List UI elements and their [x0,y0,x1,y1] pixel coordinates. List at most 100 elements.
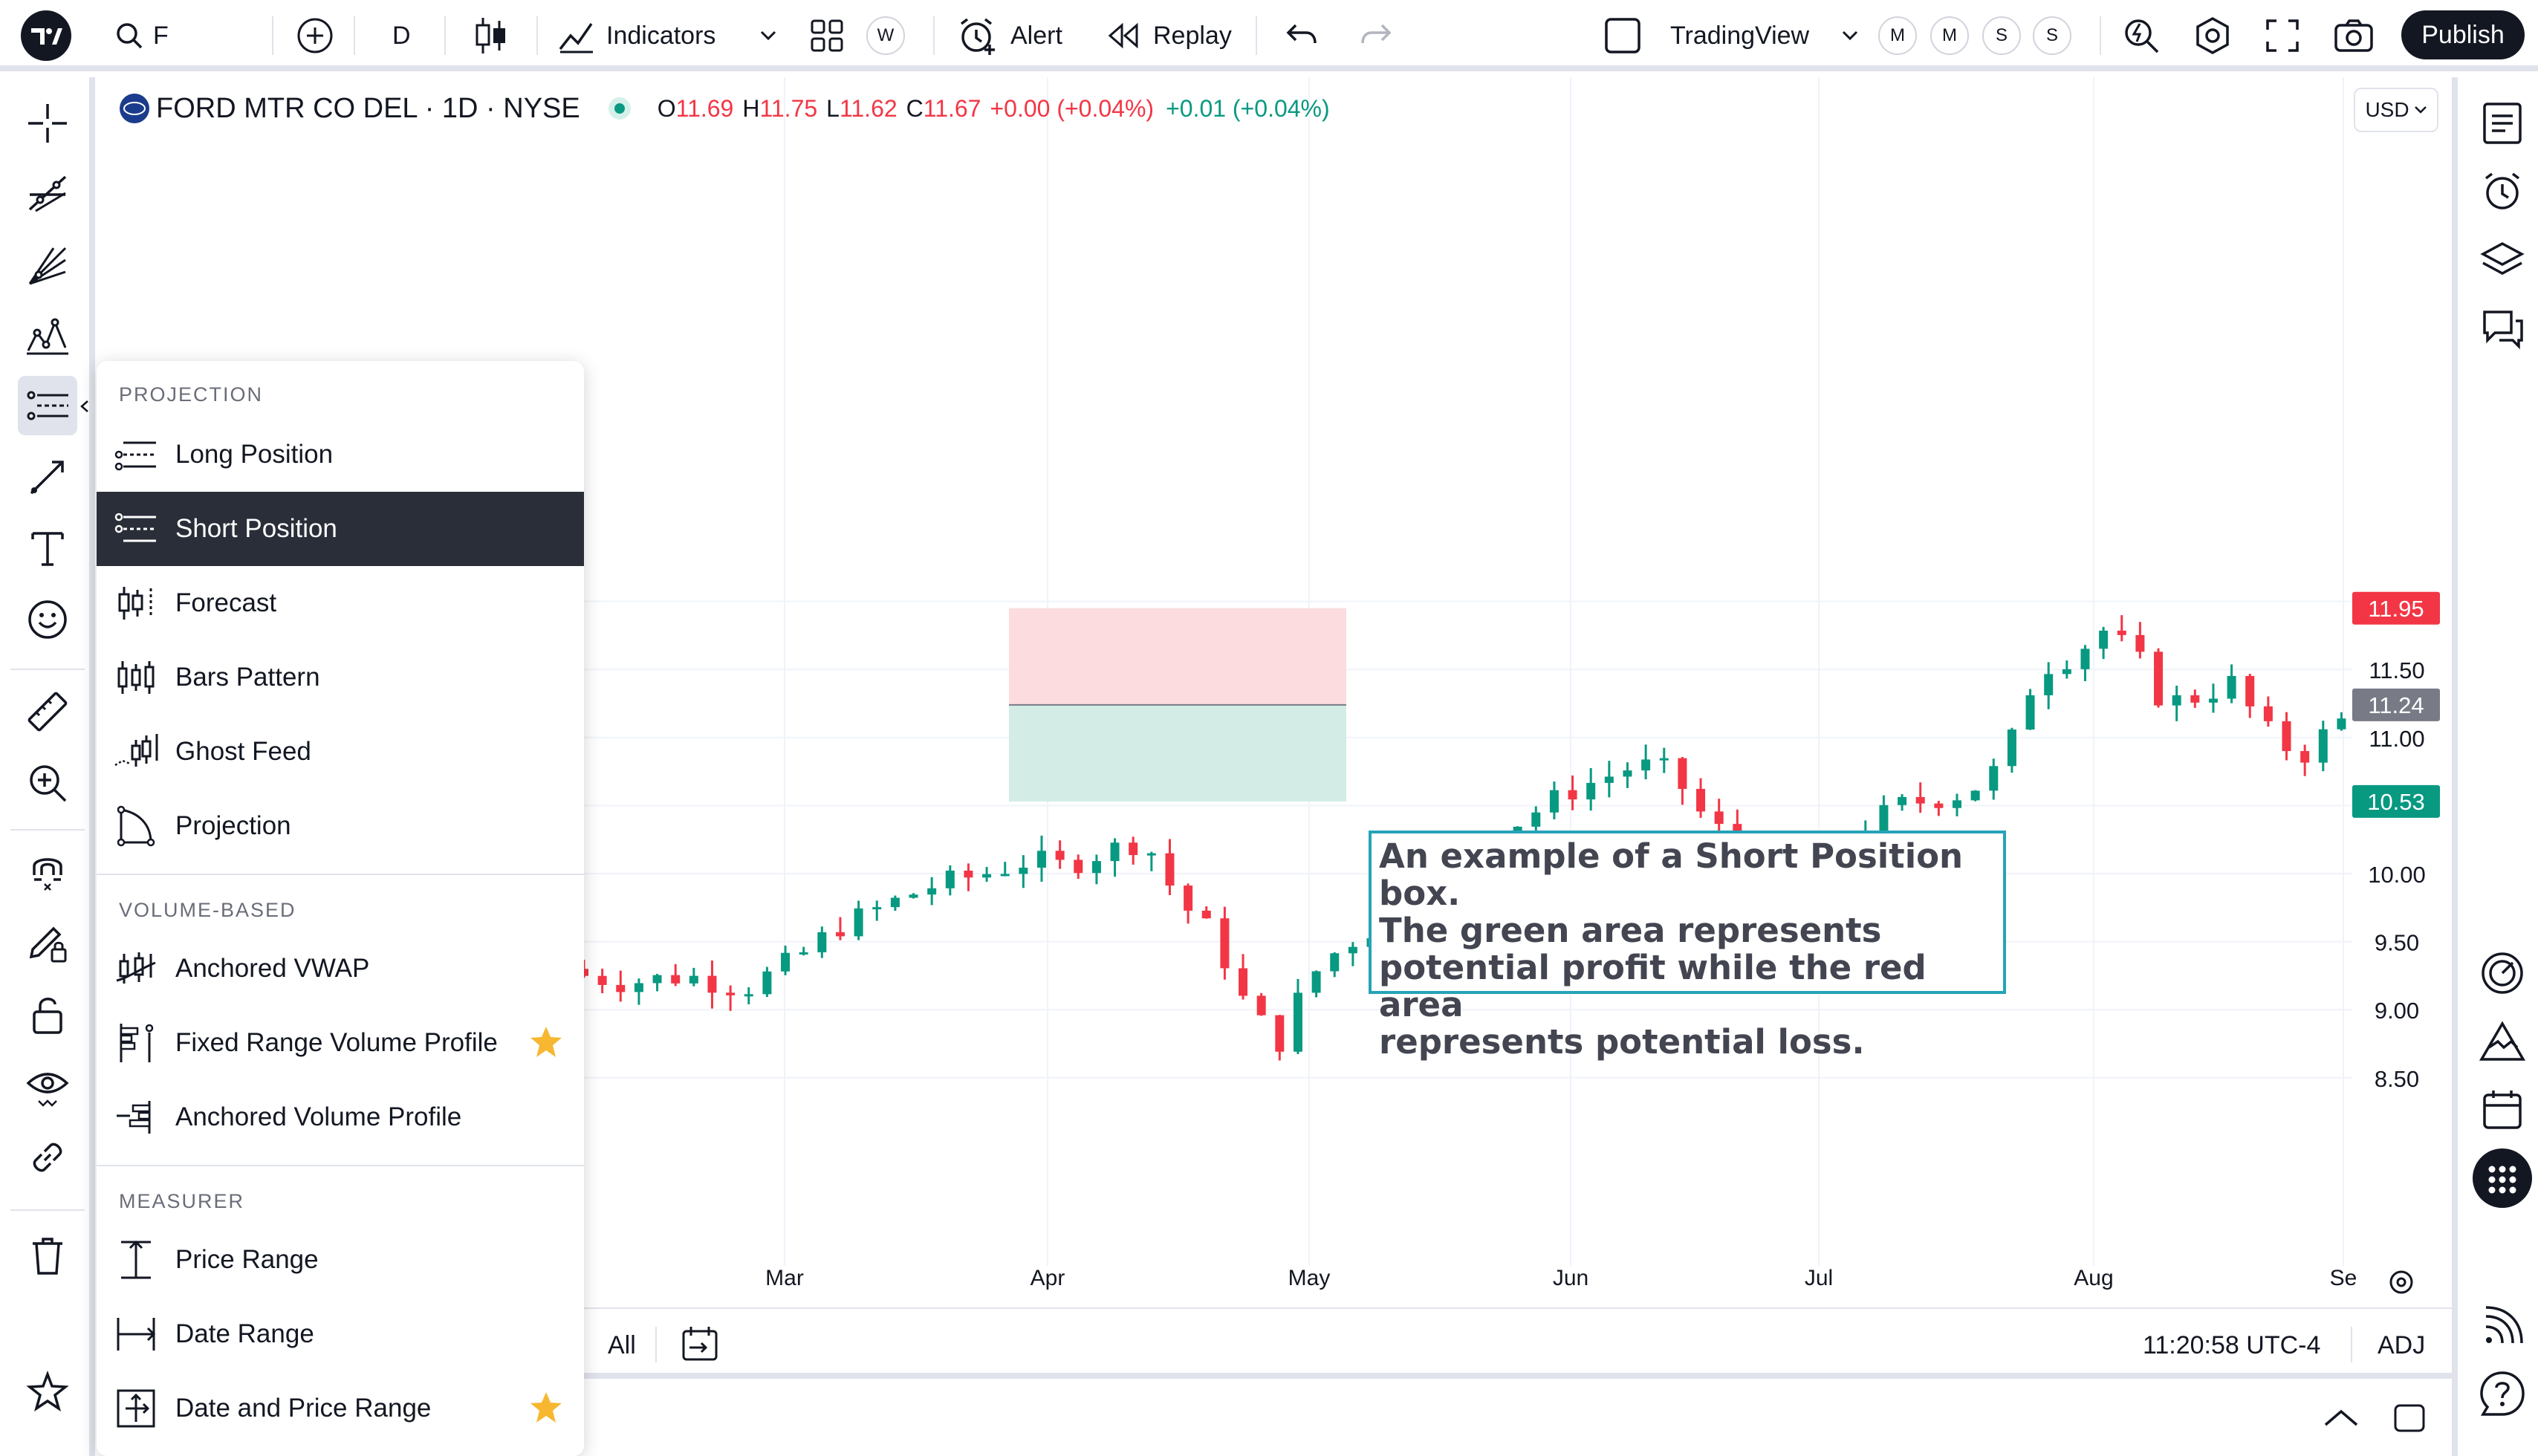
menu-item-projection[interactable]: Projection [97,789,584,863]
badge-1[interactable]: M [1878,0,1917,71]
goto-date-icon[interactable] [679,1324,721,1365]
price-axis-tick: 11.50 [2369,657,2424,683]
symbol-title[interactable]: FORD MTR CO DEL · 1D · NYSE [156,92,580,124]
menu-item-anchored-volume-profile[interactable]: Anchored Volume Profile [97,1080,584,1154]
anchored-volume-profile-icon [117,1101,151,1134]
undo-button[interactable] [1285,0,1318,71]
price-label-box [2352,688,2440,721]
trend-line-tool[interactable] [18,165,77,224]
time-axis-tick: May [1288,1266,1331,1290]
layout-name[interactable]: TradingView [1670,0,1809,71]
fullscreen-button[interactable] [2265,0,2300,71]
replay-button[interactable]: Replay [1106,0,1232,71]
candle-body [1055,851,1065,860]
patterns-icon [27,318,68,355]
menu-item-label: Date and Price Range [175,1394,432,1423]
menu-item-long-position[interactable]: Long Position [97,417,584,492]
calendar-button[interactable] [2471,1079,2534,1141]
candle-body [1623,770,1632,777]
indicators-dropdown[interactable] [759,0,777,71]
candle-body [726,992,736,995]
range-all-button[interactable]: All [608,1331,636,1359]
market-status-icon[interactable] [607,96,632,121]
forecast-icon [118,587,152,620]
snapshot-button[interactable] [2333,0,2375,71]
redo-button[interactable] [1360,0,1392,71]
candle-body [2080,649,2090,669]
alerts-button[interactable] [2471,160,2534,223]
clock-timezone[interactable]: 11:20:58 UTC-4 [2143,1331,2321,1359]
candle-body [2135,634,2145,652]
projection-icon [117,805,155,847]
settings-button[interactable] [2193,0,2232,71]
help-button[interactable] [2471,1362,2534,1425]
candle-body [2208,698,2218,703]
object-tree-button[interactable] [2471,229,2534,291]
ideas-button[interactable] [2471,1010,2534,1073]
projection-tools[interactable] [18,376,77,435]
symbol-search-value: F [153,21,169,50]
menu-item-bars-pattern[interactable]: Bars Pattern [97,640,584,715]
adjust-toggle[interactable]: ADJ [2378,1331,2426,1359]
short-position-icon [114,513,156,542]
menu-item-date-range[interactable]: Date Range [97,1297,584,1371]
chart-type-button[interactable] [473,0,510,71]
patterns-tool[interactable] [18,308,77,367]
menu-item-short-position[interactable]: Short Position [97,492,584,566]
currency-selector[interactable]: USD [2354,88,2438,132]
text-tool[interactable] [18,519,77,578]
menu-item-label: Price Range [175,1245,319,1274]
layout-checkbox[interactable] [1603,0,1642,71]
favorite-star-icon[interactable] [528,1389,565,1426]
collapse-arrow-icon[interactable] [79,398,91,415]
magnet-tool[interactable] [18,842,77,902]
time-axis-tick: Se [2330,1266,2357,1290]
badge-label: S [2033,16,2071,55]
watchlist-badge[interactable]: W [866,0,905,71]
zoom-in-tool[interactable] [18,753,77,813]
menu-item-fixed-range-volume-profile[interactable]: Fixed Range Volume Profile [97,1006,584,1080]
streams-button[interactable] [2471,1296,2534,1358]
compare-symbol-button[interactable] [294,0,336,71]
chevron-up-icon[interactable] [2323,1407,2360,1429]
quick-search-button[interactable] [2122,0,2161,71]
candle-body [2062,669,2071,675]
brush-tool[interactable] [18,447,77,507]
apps-button[interactable] [2471,1147,2534,1209]
layouts-button[interactable] [810,0,844,71]
sync-drawings[interactable] [18,1128,77,1187]
hide-drawings[interactable] [18,1056,77,1116]
interval-button[interactable]: D [392,0,411,71]
measure-tool[interactable] [18,682,77,741]
annotation-line: represents potential loss. [1379,1022,1865,1062]
menu-item-ghost-feed[interactable]: Ghost Feed [97,715,584,789]
badge-2[interactable]: M [1930,0,1969,71]
maximize-panel-icon[interactable] [2391,1400,2428,1437]
publish-button[interactable]: Publish [2401,10,2525,59]
symbol-search[interactable]: F [114,0,169,71]
menu-item-date-and-price-range[interactable]: Date and Price Range [97,1371,584,1446]
menu-item-price-range[interactable]: Price Range [97,1223,584,1297]
annotation-text-box[interactable]: An example of a Short Position box. The … [1369,831,2006,1061]
watchlist-button[interactable] [2471,92,2534,155]
screener-button[interactable] [2471,942,2534,1004]
crosshair-tool[interactable] [18,94,77,153]
lock-all-drawings[interactable] [18,985,77,1044]
badge-4[interactable]: S [2033,0,2071,71]
chats-button[interactable] [2471,297,2534,360]
alert-button[interactable]: Alert [957,0,1062,71]
bars-pattern-icon [117,661,155,694]
tradingview-logo[interactable] [19,0,73,71]
menu-item-forecast[interactable]: Forecast [97,566,584,640]
remove-drawings[interactable] [18,1226,77,1285]
favorites-toolbar[interactable] [18,1362,77,1422]
gann-fib-tool[interactable] [18,236,77,296]
eye-icon [26,1073,69,1107]
icon-tool[interactable] [18,590,77,649]
indicators-button[interactable]: Indicators [557,0,715,71]
badge-3[interactable]: S [1982,0,2021,71]
layout-dropdown[interactable] [1841,0,1859,71]
favorite-star-icon[interactable] [528,1024,565,1061]
menu-item-anchored-vwap[interactable]: Anchored VWAP [97,932,584,1006]
lock-drawing-mode[interactable] [18,914,77,973]
